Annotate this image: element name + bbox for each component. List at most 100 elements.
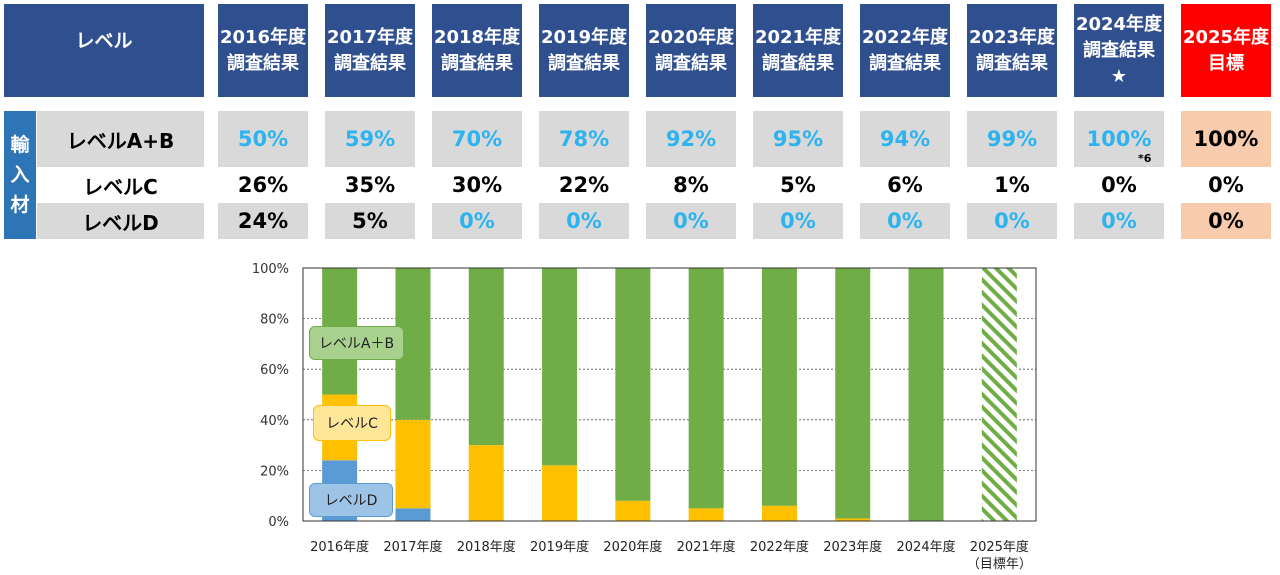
table-cell: 0% [1208,173,1244,197]
x-tick-label: 2024年度 [897,539,956,555]
x-tick-label: 2025年度 [970,539,1029,555]
column-subtitle: 調査結果 [227,52,299,74]
row-label-ab: レベルA+B [37,111,204,167]
table-cell: 95% [753,111,843,167]
import-material-label: 輸 入 材 [4,111,36,239]
bar-segment-level-c [761,505,797,521]
column-header: 2020年度 調査結果 [646,4,736,97]
column-year: 2020年度 [647,26,735,48]
table-cell: 1% [994,173,1030,197]
column-year: 2025年度 [1182,26,1270,48]
legend-level-d: レベルD [309,483,393,517]
column-header: 2016年度 調査結果 [218,4,308,97]
table-cell: 0% [646,203,736,239]
column-year: 2021年度 [754,26,842,48]
column-year: 2018年度 [433,26,521,48]
column-subtitle: 調査結果 [548,52,620,74]
level-header: レベル [4,4,204,97]
table-cell: 5% [780,173,816,197]
column-header: 2023年度 調査結果 [967,4,1057,97]
column-subtitle: 調査結果 [334,52,406,74]
side-char: 輸 [10,134,30,156]
column-header: 2022年度 調査結果 [860,4,950,97]
table-cell: 0% [753,203,843,239]
column-header: 2021年度 調査結果 [753,4,843,97]
bar-segment-level-d [395,508,431,521]
column-year: 2023年度 [968,26,1056,48]
bar-segment-level-ab [908,268,944,521]
table-cell: 0% [1101,173,1137,197]
x-tick-label: 2016年度 [310,539,369,555]
bar-segment-level-ab [542,268,578,466]
table-cell: 70% [432,111,522,167]
column-subtitle: 調査結果 [762,52,834,74]
x-tick-label: 2017年度 [383,539,442,555]
column-header: 2025年度 目標 [1181,4,1271,97]
table-cell: 6% [887,173,923,197]
x-tick-label: 2021年度 [677,539,736,555]
plot-frame [302,267,1037,522]
side-char: 材 [10,194,30,216]
table-cell: 8% [673,173,709,197]
column-subtitle: 調査結果 [976,52,1048,74]
column-header: 2024年度 調査結果 ★ [1074,4,1164,97]
y-tick-label: 20% [260,464,289,479]
table-cell: 0% [432,203,522,239]
table-cell: 0% [1074,203,1164,239]
y-tick-label: 0% [268,515,289,530]
y-tick-label: 60% [260,363,289,378]
row-label-c: レベルC [83,174,158,199]
table-cell: 22% [558,173,610,197]
table-cell: 94% [860,111,950,167]
x-tick-label: 2020年度 [603,539,662,555]
y-tick-label: 100% [252,262,289,277]
table-cell: 30% [451,173,503,197]
bar-segment-level-c [835,518,871,521]
x-tick-label: 2019年度 [530,539,589,555]
bar-segment-level-ab [835,268,871,519]
table-cell: 0% [967,203,1057,239]
table-cell: 24% [218,203,308,239]
x-tick-sublabel: （目標年） [967,557,1032,572]
bar-segment-level-c [395,419,431,509]
column-year: 2024年度 [1075,13,1163,35]
column-header: 2017年度 調査結果 [325,4,415,97]
column-year: 2016年度 [219,26,307,48]
bar-segment-level-ab [761,268,797,506]
legend-level-ab: レベルA＋B [309,326,404,360]
stacked-bar-chart: 0% 20% 40% 60% 80% 100% 2016年度 2017年度 2018年度 2019… [252,262,1037,572]
column-year: 2017年度 [326,26,414,48]
table-cell: 100% [1181,111,1271,167]
x-tick-label: 2023年度 [823,539,882,555]
y-tick-label: 40% [260,414,289,429]
table-cell: 100% [1074,111,1164,167]
table-cell: 26% [237,173,289,197]
row-label-d: レベルD [37,203,204,239]
bar-segment-level-c [688,508,724,521]
bar-segment-level-ab [615,268,651,501]
x-tick-label: 2018年度 [457,539,516,555]
table-cell: 78% [539,111,629,167]
column-header: 2018年度 調査結果 [432,4,522,97]
table-cell: 59% [325,111,415,167]
legend-level-c: レベルC [313,405,391,441]
table-cell: 0% [860,203,950,239]
bar-segment-level-ab [688,268,724,509]
star-icon: ★ [1110,65,1128,87]
column-year: 2019年度 [540,26,628,48]
column-subtitle: 調査結果 [655,52,727,74]
column-year: 2022年度 [861,26,949,48]
table-cell: 35% [344,173,396,197]
bar-segment-level-c [615,500,651,521]
bar-segment-level-ab [981,268,1017,521]
column-header: 2019年度 調査結果 [539,4,629,97]
table-cell: 5% [325,203,415,239]
column-subtitle: 調査結果 [869,52,941,74]
bar-segment-level-ab [468,268,504,446]
table-cell: 92% [646,111,736,167]
column-subtitle: 調査結果 [441,52,513,74]
side-char: 入 [10,164,30,186]
bar-segment-level-c [468,445,504,521]
x-tick-label: 2022年度 [750,539,809,555]
column-subtitle: 調査結果 [1083,39,1155,61]
